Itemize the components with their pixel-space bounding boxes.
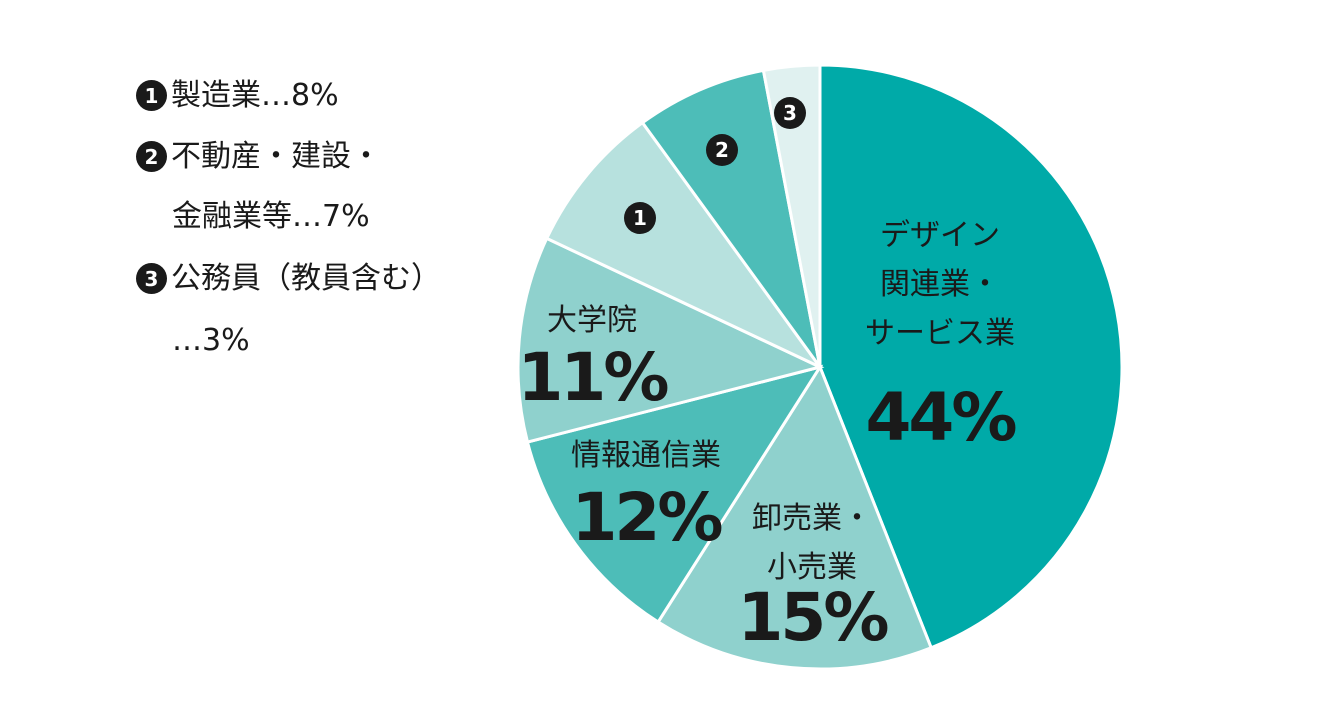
legend-text-real-estate-cont: 金融業等…7% <box>172 199 370 234</box>
slice-label-graduate-school: 大学院 <box>547 303 637 338</box>
slice-label-wholesale-retail: 卸売業・ <box>752 501 872 536</box>
pie-slice-wholesale-retail <box>656 363 934 671</box>
legend-marker-2: 2 <box>136 141 167 172</box>
legend-item-public-service: 3 公務員（教員含む） <box>136 263 441 294</box>
legend-marker-1: 1 <box>136 80 167 111</box>
slice-value-wholesale-retail: 15% <box>738 579 889 656</box>
slice-value-graduate-school: 11% <box>518 339 669 416</box>
pie-slice-graduate-school <box>516 236 825 444</box>
svg-text:1: 1 <box>633 206 647 230</box>
svg-text:2: 2 <box>715 138 729 162</box>
slice-value-design-services: 44% <box>866 379 1017 456</box>
slice-label-it-communication: 情報通信業 <box>571 438 721 473</box>
legend-text-public-service: 公務員（教員含む） <box>171 260 441 296</box>
svg-text:3: 3 <box>783 101 797 125</box>
slice-label-design-services: サービス業 <box>865 316 1015 351</box>
legend-text-manufacturing: 製造業…8% <box>171 77 339 113</box>
slice-marker-3: 3 <box>774 97 806 129</box>
legend-item-manufacturing: 1 製造業…8% <box>136 80 339 111</box>
slice-label-design-services: デザイン <box>880 218 1000 253</box>
legend-text-real-estate: 不動産・建設・ <box>171 138 381 174</box>
pie-slice-real-estate-finance <box>640 68 822 368</box>
slice-label-design-services: 関連業・ <box>880 267 1000 302</box>
legend-marker-3: 3 <box>136 263 167 294</box>
pie-slice-it-communication <box>525 364 824 625</box>
slice-marker-1: 1 <box>624 202 656 234</box>
slice-label-wholesale-retail: 小売業 <box>767 550 857 585</box>
pie-slice-public-service <box>761 63 822 368</box>
legend-text-public-service-cont: …3% <box>172 323 250 358</box>
pie-slice-design-services <box>818 63 1124 650</box>
slice-marker-2: 2 <box>706 134 738 166</box>
slice-value-it-communication: 12% <box>572 479 723 556</box>
pie-slice-manufacturing <box>544 120 822 369</box>
legend-item-real-estate: 2 不動産・建設・ <box>136 141 381 172</box>
